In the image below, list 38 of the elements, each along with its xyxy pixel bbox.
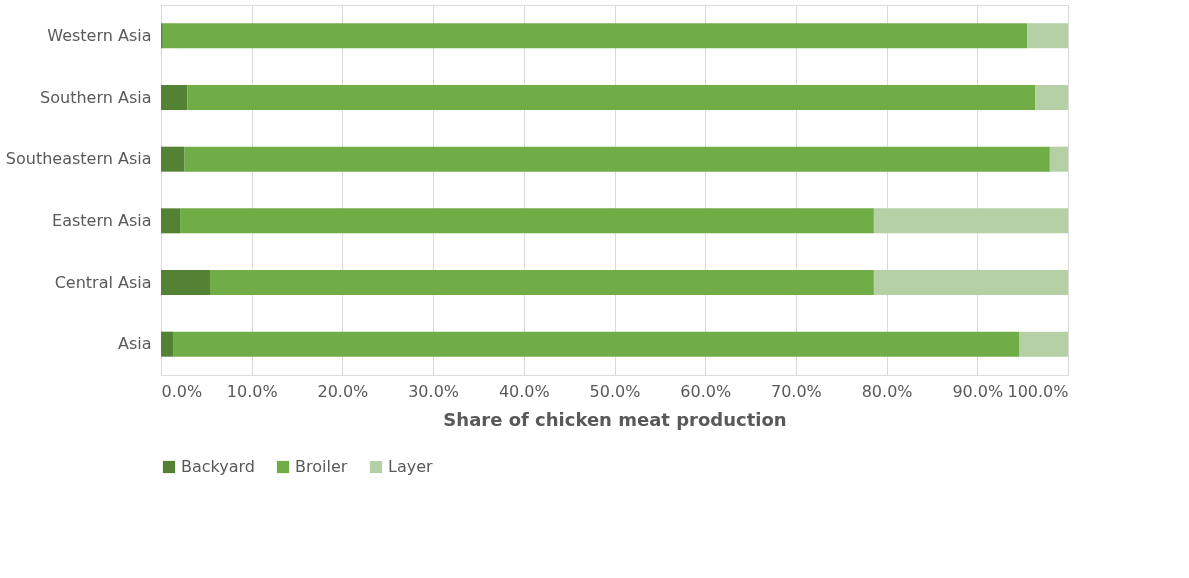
bar — [173, 331, 1020, 357]
y-tick-label: Central Asia — [54, 272, 152, 292]
x-tick-label: 50.0% — [589, 381, 641, 401]
legend-label: Backyard — [181, 457, 255, 476]
bar — [873, 208, 1068, 234]
bar — [1035, 85, 1068, 110]
x-tick-label: 60.0% — [680, 381, 732, 401]
x-tick-label: 70.0% — [770, 381, 822, 401]
y-tick-label: Asia — [117, 334, 152, 354]
y-tick-label: Western Asia — [47, 25, 152, 45]
bar — [161, 208, 181, 234]
x-tick-label: 90.0% — [952, 381, 1004, 401]
bar — [180, 208, 874, 234]
x-tick-label: 40.0% — [498, 381, 550, 401]
bar — [1019, 331, 1068, 357]
x-tick-label: 100.0% — [1007, 381, 1069, 401]
bar — [161, 146, 185, 172]
x-tick-label: 10.0% — [226, 381, 278, 401]
bar — [184, 146, 1050, 172]
y-tick-label: Southern Asia — [40, 87, 152, 107]
y-tick-label: Eastern Asia — [52, 210, 152, 230]
x-tick-label: 20.0% — [317, 381, 369, 401]
y-tick-label: Southeastern Asia — [5, 149, 152, 169]
bar — [162, 23, 1028, 49]
bar — [209, 270, 874, 295]
bar — [187, 85, 1036, 110]
bar — [1049, 146, 1068, 172]
x-tick-label: 80.0% — [861, 381, 913, 401]
bar — [161, 85, 188, 110]
x-tick-label: 0.0% — [161, 381, 203, 401]
bar — [161, 331, 174, 357]
x-tick-label: 30.0% — [408, 381, 460, 401]
bar — [161, 270, 210, 295]
x-axis-title: Share of chicken meat production — [443, 408, 787, 430]
bar — [873, 270, 1068, 295]
bar — [1027, 23, 1068, 49]
legend-label: Broiler — [295, 457, 348, 476]
legend-label: Layer — [388, 457, 434, 476]
